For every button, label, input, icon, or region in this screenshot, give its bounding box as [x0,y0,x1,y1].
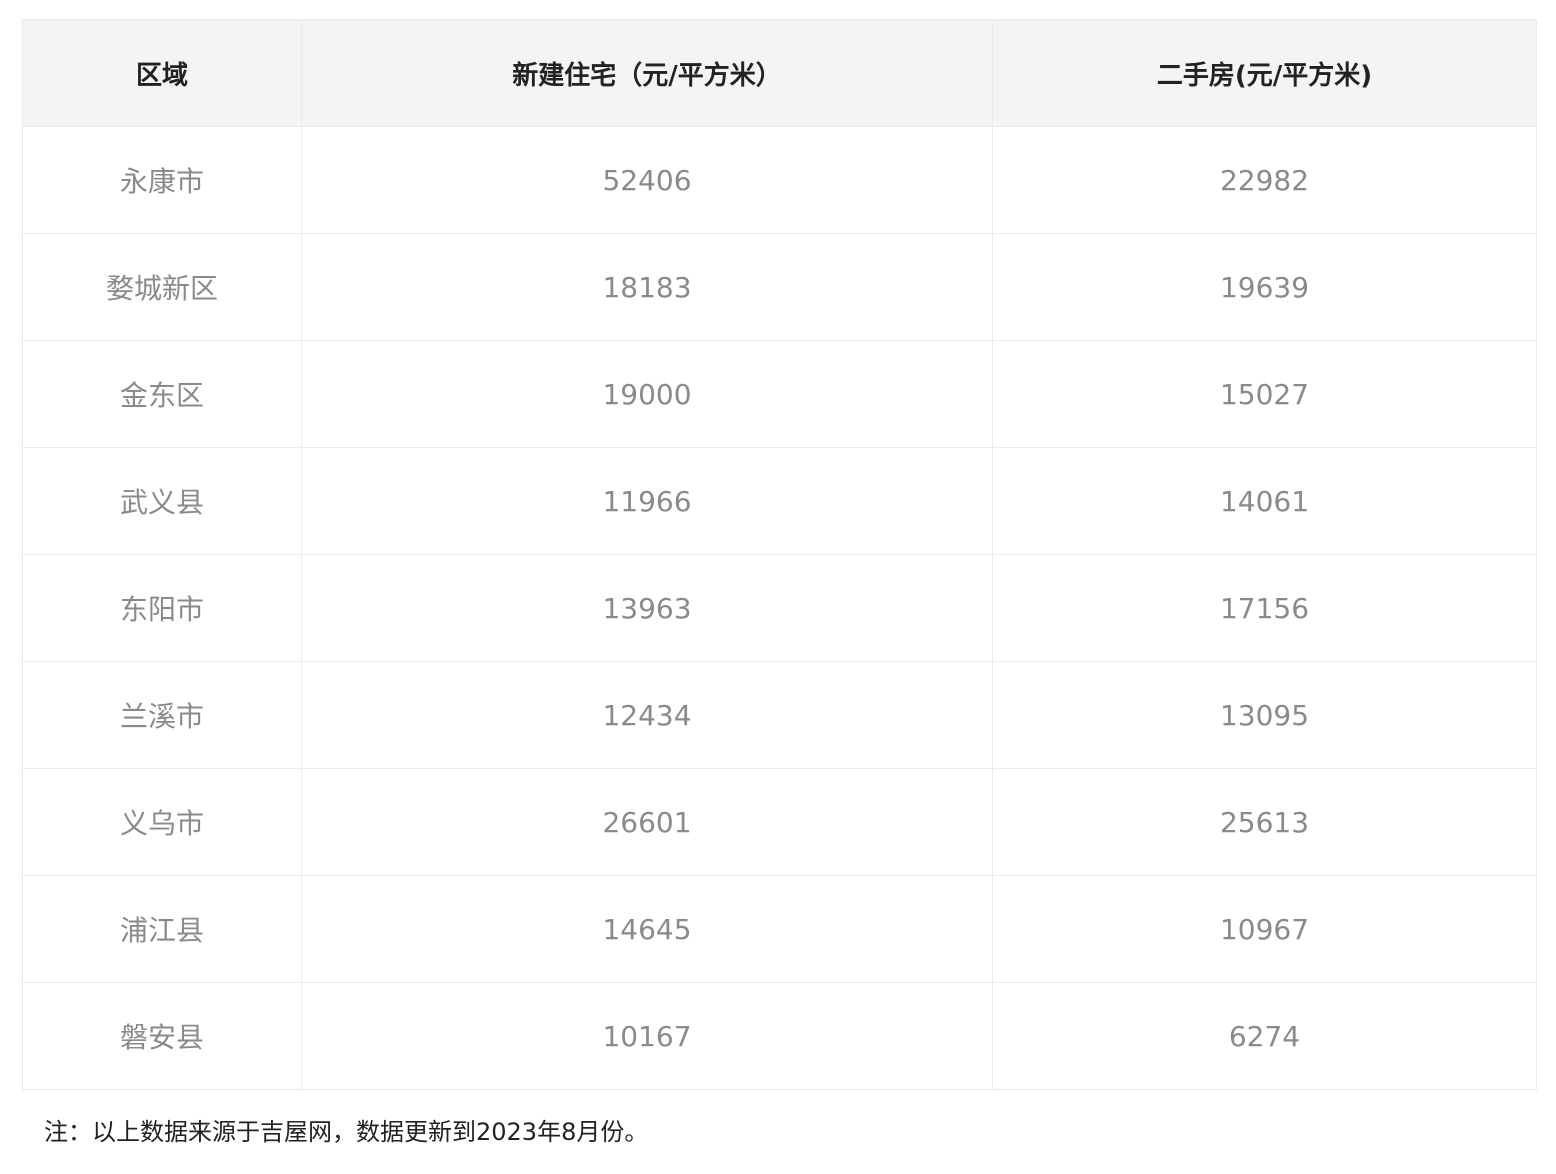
table-row: 武义县 11966 14061 [22,447,1537,555]
region-cell: 磐安县 [22,982,302,1090]
region-cell: 永康市 [22,126,302,234]
new-home-price-cell: 19000 [301,340,993,448]
new-home-price-cell: 12434 [301,661,993,769]
table-row: 浦江县 14645 10967 [22,875,1537,983]
region-cell: 金东区 [22,340,302,448]
new-home-price-cell: 26601 [301,768,993,876]
new-home-price-cell: 13963 [301,554,993,662]
new-home-price-cell: 10167 [301,982,993,1090]
new-home-price-cell: 52406 [301,126,993,234]
region-cell: 婺城新区 [22,233,302,341]
second-hand-price-cell: 14061 [992,447,1537,555]
table-row: 婺城新区 18183 19639 [22,233,1537,341]
price-table: 区域 新建住宅（元/平方米） 二手房(元/平方米) 永康市 52406 22982 婺… [22,19,1537,1090]
header-region: 区域 [22,19,302,127]
table-row: 金东区 19000 15027 [22,340,1537,448]
new-home-price-cell: 18183 [301,233,993,341]
second-hand-price-cell: 19639 [992,233,1537,341]
source-note: 注：以上数据来源于吉屋网，数据更新到2023年8月份。 [44,1118,649,1146]
second-hand-price-cell: 6274 [992,982,1537,1090]
second-hand-price-cell: 10967 [992,875,1537,983]
region-cell: 浦江县 [22,875,302,983]
new-home-price-cell: 14645 [301,875,993,983]
header-row: 区域 新建住宅（元/平方米） 二手房(元/平方米) [22,19,1537,127]
table-row: 磐安县 10167 6274 [22,982,1537,1090]
second-hand-price-cell: 15027 [992,340,1537,448]
header-new-homes: 新建住宅（元/平方米） [301,19,993,127]
second-hand-price-cell: 22982 [992,126,1537,234]
second-hand-price-cell: 13095 [992,661,1537,769]
second-hand-price-cell: 25613 [992,768,1537,876]
table-row: 义乌市 26601 25613 [22,768,1537,876]
new-home-price-cell: 11966 [301,447,993,555]
region-cell: 义乌市 [22,768,302,876]
region-cell: 东阳市 [22,554,302,662]
region-cell: 武义县 [22,447,302,555]
header-second-hand: 二手房(元/平方米) [992,19,1537,127]
region-cell: 兰溪市 [22,661,302,769]
table-row: 兰溪市 12434 13095 [22,661,1537,769]
table-row: 永康市 52406 22982 [22,126,1537,234]
table-row: 东阳市 13963 17156 [22,554,1537,662]
second-hand-price-cell: 17156 [992,554,1537,662]
